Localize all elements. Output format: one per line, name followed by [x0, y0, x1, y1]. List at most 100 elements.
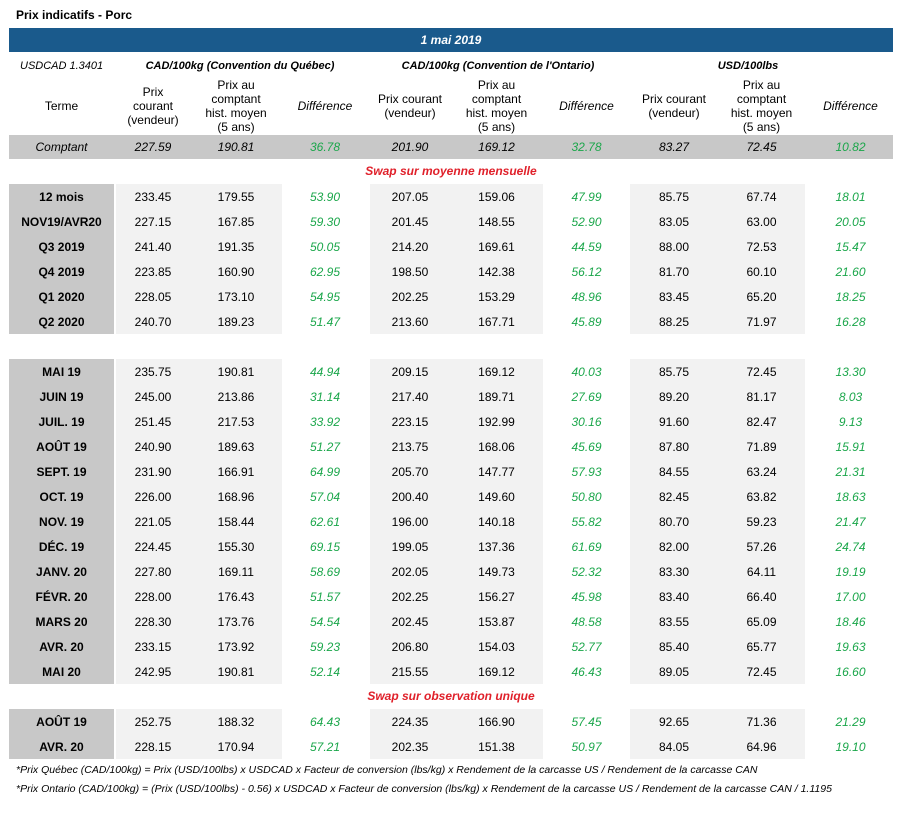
table-cell: 202.45	[370, 609, 450, 634]
table-cell: 188.32	[190, 709, 282, 734]
table-cell: 147.77	[450, 459, 543, 484]
comptant-cell: Comptant	[35, 140, 88, 154]
table-cell: 190.81	[190, 359, 282, 384]
table-cell: 158.44	[190, 509, 282, 534]
table-cell: 52.14	[285, 659, 365, 684]
comptant-band	[9, 135, 893, 159]
table-cell: 235.75	[116, 359, 190, 384]
table-cell: 66.40	[718, 584, 805, 609]
section-title: Swap sur observation unique	[367, 689, 535, 703]
table-cell: 52.32	[545, 559, 628, 584]
row-label: 12 mois	[9, 184, 114, 209]
footnote: *Prix Québec (CAD/100kg) = Prix (USD/100…	[16, 764, 758, 776]
table-cell: 21.31	[808, 459, 893, 484]
table-cell: 170.94	[190, 734, 282, 759]
table-cell: 72.53	[718, 234, 805, 259]
table-cell: 221.05	[116, 509, 190, 534]
table-cell: 160.90	[190, 259, 282, 284]
table-cell: 227.80	[116, 559, 190, 584]
table-cell: 63.00	[718, 209, 805, 234]
footnote: *Prix Ontario (CAD/100kg) = (Prix (USD/1…	[16, 783, 832, 795]
comptant-cell: 169.12	[478, 140, 515, 154]
table-cell: 18.25	[808, 284, 893, 309]
table-cell: 82.47	[718, 409, 805, 434]
table-cell: 24.74	[808, 534, 893, 559]
row-label: JANV. 20	[9, 559, 114, 584]
column-header: Prix au comptant hist. moyen (5 ans)	[730, 78, 793, 134]
table-cell: 21.60	[808, 259, 893, 284]
table-cell: 190.81	[190, 659, 282, 684]
table-cell: 59.23	[285, 634, 365, 659]
row-label: AOÛT 19	[9, 709, 114, 734]
table-cell: 140.18	[450, 509, 543, 534]
table-cell: 85.75	[630, 184, 718, 209]
row-label: MARS 20	[9, 609, 114, 634]
table-cell: 55.82	[545, 509, 628, 534]
table-cell: 83.55	[630, 609, 718, 634]
table-cell: 213.75	[370, 434, 450, 459]
table-cell: 166.91	[190, 459, 282, 484]
table-cell: 60.10	[718, 259, 805, 284]
row-label: AOÛT 19	[9, 434, 114, 459]
table-cell: 72.45	[718, 659, 805, 684]
table-cell: 189.63	[190, 434, 282, 459]
table-cell: 59.23	[718, 509, 805, 534]
table-cell: 149.73	[450, 559, 543, 584]
row-label: NOV. 19	[9, 509, 114, 534]
table-cell: 198.50	[370, 259, 450, 284]
table-cell: 233.15	[116, 634, 190, 659]
row-label: Q1 2020	[9, 284, 114, 309]
table-cell: 166.90	[450, 709, 543, 734]
table-cell: 213.60	[370, 309, 450, 334]
comptant-cell: 72.45	[746, 140, 777, 154]
table-cell: 202.05	[370, 559, 450, 584]
table-cell: 54.95	[285, 284, 365, 309]
table-cell: 18.01	[808, 184, 893, 209]
table-cell: 8.03	[808, 384, 893, 409]
table-cell: 65.20	[718, 284, 805, 309]
table-cell: 217.40	[370, 384, 450, 409]
table-cell: 83.45	[630, 284, 718, 309]
table-cell: 209.15	[370, 359, 450, 384]
table-cell: 16.28	[808, 309, 893, 334]
table-cell: 179.55	[190, 184, 282, 209]
table-cell: 15.47	[808, 234, 893, 259]
table-cell: 54.54	[285, 609, 365, 634]
table-cell: 202.25	[370, 584, 450, 609]
table-cell: 59.30	[285, 209, 365, 234]
table-cell: 64.99	[285, 459, 365, 484]
table-cell: 19.63	[808, 634, 893, 659]
comptant-cell: 32.78	[571, 140, 602, 154]
table-cell: 228.00	[116, 584, 190, 609]
exchange-rate: USDCAD 1.3401	[20, 60, 104, 72]
table-cell: 57.45	[545, 709, 628, 734]
table-cell: 18.63	[808, 484, 893, 509]
table-cell: 169.12	[450, 659, 543, 684]
group-header: USD/100lbs	[717, 60, 779, 72]
table-cell: 21.29	[808, 709, 893, 734]
table-cell: 82.00	[630, 534, 718, 559]
table-cell: 85.40	[630, 634, 718, 659]
table-cell: 151.38	[450, 734, 543, 759]
column-header: Différence	[559, 99, 614, 113]
table-cell: 176.43	[190, 584, 282, 609]
table-cell: 200.40	[370, 484, 450, 509]
table-cell: 202.25	[370, 284, 450, 309]
table-cell: 223.85	[116, 259, 190, 284]
row-label: MAI 20	[9, 659, 114, 684]
table-cell: 27.69	[545, 384, 628, 409]
table-cell: 16.60	[808, 659, 893, 684]
table-cell: 168.06	[450, 434, 543, 459]
table-cell: 44.59	[545, 234, 628, 259]
table-cell: 33.92	[285, 409, 365, 434]
comptant-cell: 190.81	[217, 140, 255, 154]
table-cell: 173.76	[190, 609, 282, 634]
table-cell: 57.93	[545, 459, 628, 484]
table-cell: 149.60	[450, 484, 543, 509]
table-cell: 228.30	[116, 609, 190, 634]
table-cell: 47.99	[545, 184, 628, 209]
table-cell: 88.25	[630, 309, 718, 334]
table-cell: 89.05	[630, 659, 718, 684]
table-cell: 57.21	[285, 734, 365, 759]
